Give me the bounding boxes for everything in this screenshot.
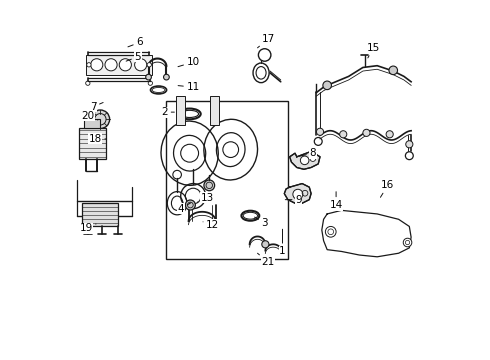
Circle shape <box>135 59 147 71</box>
Circle shape <box>87 63 91 67</box>
Text: 21: 21 <box>258 253 275 267</box>
Circle shape <box>293 189 303 199</box>
Circle shape <box>262 241 269 248</box>
Text: 6: 6 <box>128 37 143 48</box>
Polygon shape <box>290 152 320 169</box>
Circle shape <box>389 66 397 75</box>
Text: 10: 10 <box>178 57 200 67</box>
Text: 14: 14 <box>329 192 343 210</box>
Circle shape <box>406 141 413 148</box>
Circle shape <box>146 74 151 80</box>
Text: 5: 5 <box>126 52 141 62</box>
Text: 9: 9 <box>285 195 302 204</box>
Circle shape <box>147 63 151 67</box>
Text: 15: 15 <box>367 43 380 58</box>
Circle shape <box>340 131 347 138</box>
Circle shape <box>119 59 131 71</box>
Circle shape <box>317 128 323 135</box>
Circle shape <box>105 59 117 71</box>
Text: 1: 1 <box>279 229 286 256</box>
Circle shape <box>323 81 331 90</box>
Circle shape <box>91 59 103 71</box>
Bar <box>86 55 152 75</box>
Circle shape <box>185 200 196 210</box>
Text: 2: 2 <box>161 107 174 117</box>
Circle shape <box>403 238 412 247</box>
Text: 11: 11 <box>178 82 200 92</box>
Text: 13: 13 <box>197 193 214 203</box>
Circle shape <box>310 156 316 161</box>
Bar <box>167 102 288 258</box>
Circle shape <box>300 156 309 165</box>
Text: 16: 16 <box>380 180 394 197</box>
Text: 18: 18 <box>88 134 106 144</box>
Circle shape <box>91 110 110 129</box>
Text: 20: 20 <box>81 111 98 121</box>
Bar <box>82 203 118 226</box>
Bar <box>79 128 106 158</box>
Circle shape <box>363 129 370 136</box>
Bar <box>84 119 100 128</box>
Text: 19: 19 <box>79 223 96 233</box>
Circle shape <box>164 74 169 80</box>
Circle shape <box>325 226 336 237</box>
Circle shape <box>204 180 215 191</box>
Text: 17: 17 <box>258 34 275 48</box>
Text: 4: 4 <box>177 203 191 213</box>
Bar <box>176 96 185 125</box>
Text: 8: 8 <box>299 148 316 158</box>
Polygon shape <box>284 184 311 203</box>
Bar <box>210 96 219 125</box>
Text: 7: 7 <box>90 102 103 112</box>
Text: 12: 12 <box>203 220 220 230</box>
Circle shape <box>386 131 393 138</box>
Text: 3: 3 <box>255 217 268 228</box>
